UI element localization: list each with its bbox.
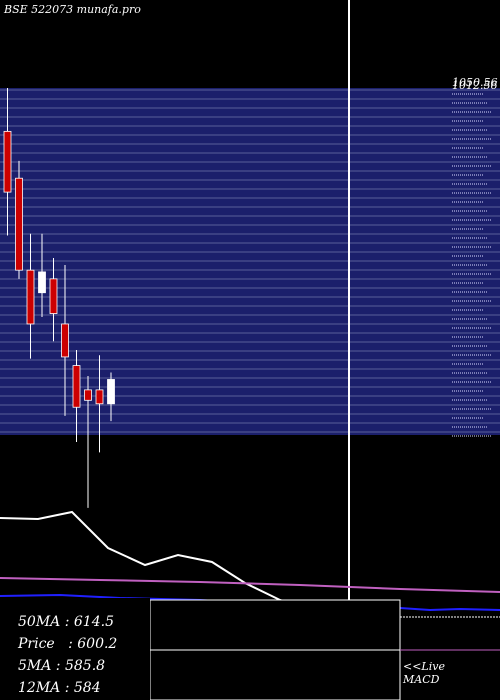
info-row-50ma: 50MA : 614.5	[18, 614, 114, 630]
ma-info-box: 50MA : 614.5 Price : 600.2 5MA : 585.8 1…	[0, 598, 150, 700]
price-grid	[0, 89, 500, 433]
info-label-50ma: 50MA	[18, 614, 61, 630]
candle-bull	[38, 271, 46, 294]
candle-bear	[72, 365, 81, 408]
info-value-price: 600.2	[77, 636, 118, 652]
candlesticks	[3, 88, 115, 508]
info-label-price: Price	[18, 636, 55, 652]
info-row-5ma: 5MA : 585.8	[18, 658, 105, 674]
info-row-price: Price : 600.2	[18, 636, 117, 652]
info-label-5ma: 5MA	[18, 658, 52, 674]
candle-bull	[107, 379, 115, 405]
info-sep: :	[51, 658, 65, 674]
candle-bear	[49, 278, 58, 314]
price-scale-label-second: 1012.56	[452, 79, 498, 92]
candle-bear	[3, 130, 12, 193]
candle-bear	[61, 323, 69, 358]
info-value-5ma: 585.8	[64, 658, 106, 674]
live-link[interactable]: <<Live	[403, 660, 445, 673]
candle-bear	[84, 389, 92, 401]
chart-title: BSE 522073 munafa.pro	[4, 3, 141, 16]
info-value-12ma: 584	[73, 680, 101, 696]
candle-bear	[26, 269, 35, 325]
info-value-50ma: 614.5	[73, 614, 114, 630]
macd-text: MACD	[403, 673, 440, 686]
macd-blue-line	[399, 607, 500, 612]
candle-bear	[15, 177, 23, 271]
info-sep: :	[54, 636, 78, 652]
price-scale-ticks	[452, 93, 492, 437]
info-row-12ma: 12MA : 584	[18, 680, 101, 696]
macd-label[interactable]: <<Live MACD	[403, 660, 445, 686]
info-sep: :	[60, 680, 74, 696]
ma-line-magenta	[0, 577, 500, 593]
candle-bear	[95, 389, 104, 405]
price-scale-label-top: 1050.56	[452, 76, 498, 89]
info-sep: :	[60, 614, 74, 630]
info-label-12ma: 12MA	[18, 680, 61, 696]
